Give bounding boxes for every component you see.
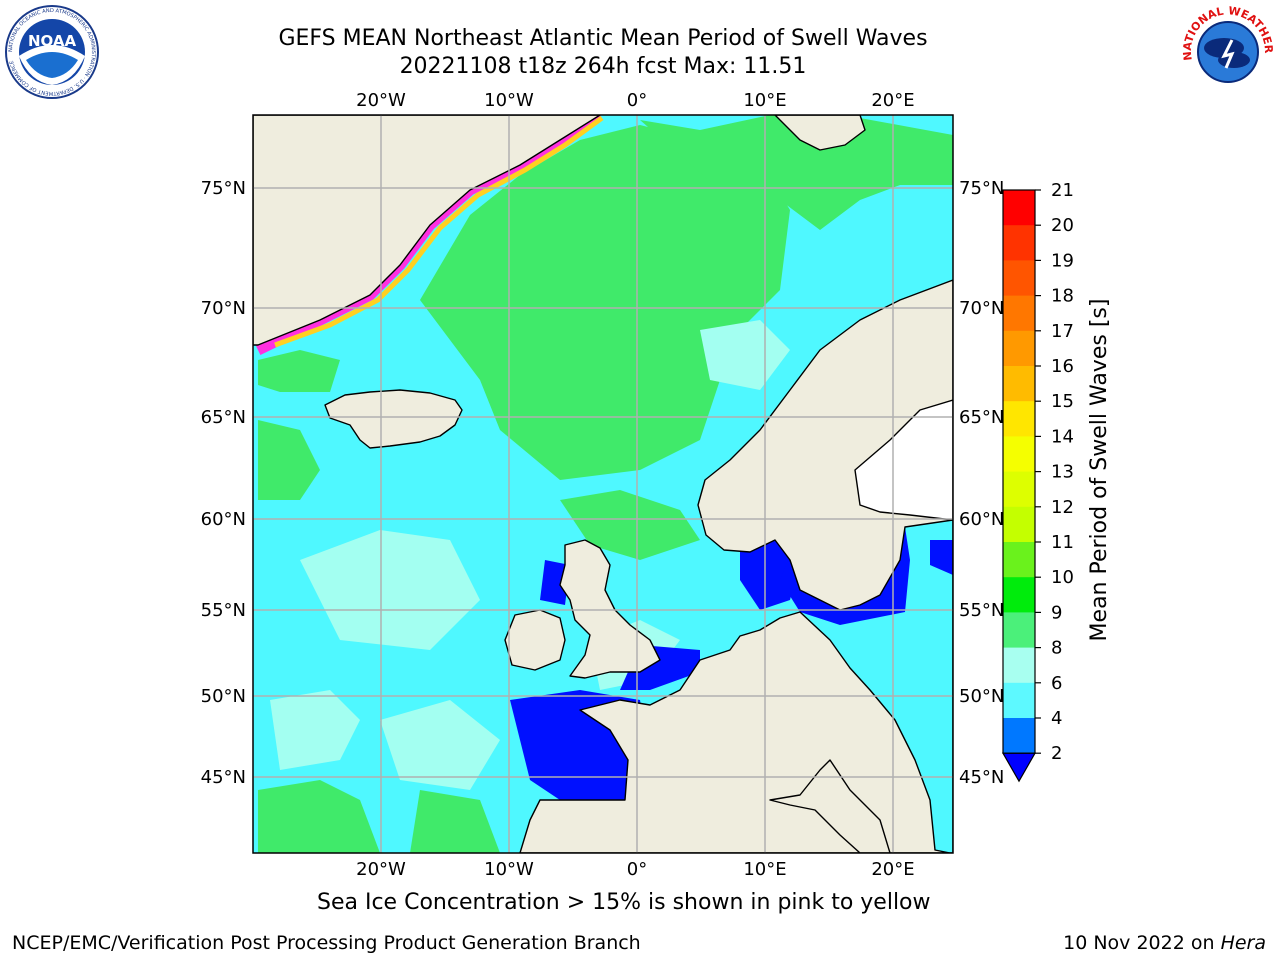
colorbar-tick-label: 11 <box>1051 532 1074 553</box>
colorbar-bin <box>1003 682 1035 719</box>
map-plot-area <box>253 115 953 853</box>
colorbar-tick-label: 8 <box>1051 638 1062 659</box>
svalbard-land <box>774 115 866 151</box>
map-frame <box>252 114 954 854</box>
colorbar-tick-label: 4 <box>1051 708 1062 729</box>
sea-ice-inner <box>274 115 604 348</box>
colorbar-tick-label: 12 <box>1051 497 1074 518</box>
colorbar-tick-label: 9 <box>1051 602 1062 623</box>
lat-label-right: 55°N <box>959 600 1004 621</box>
colorbar-bin <box>1003 190 1035 226</box>
chart-title: GEFS MEAN Northeast Atlantic Mean Period… <box>278 26 928 51</box>
colorbar-tick-label: 20 <box>1051 215 1074 236</box>
lat-label-left: 75°N <box>201 178 246 199</box>
baltic-blank <box>854 399 953 521</box>
lat-label-left: 70°N <box>201 298 246 319</box>
colorbar-bin <box>1003 506 1035 543</box>
lat-label-right: 65°N <box>959 407 1004 428</box>
lon-label-bottom: 20°E <box>871 859 914 880</box>
swell-green-regions <box>258 115 953 853</box>
greenland-land <box>253 115 601 346</box>
lat-label-left: 65°N <box>201 407 246 428</box>
lat-label-left: 45°N <box>201 767 246 788</box>
lat-label-right: 50°N <box>959 686 1004 707</box>
noaa-logo: NOAA NATIONAL OCEANIC AND ATMOSPHERIC AD… <box>5 5 99 99</box>
lat-label-right: 70°N <box>959 298 1004 319</box>
colorbar-bin <box>1003 542 1035 578</box>
norway-land <box>697 279 953 611</box>
colorbar-extend-arrow <box>1001 752 1037 783</box>
colorbar-tick-label: 2 <box>1051 743 1062 764</box>
colorbar-tick-label: 21 <box>1051 180 1074 201</box>
lon-label-bottom: 0° <box>627 859 647 880</box>
lat-label-right: 75°N <box>959 178 1004 199</box>
colorbar-bin <box>1003 436 1035 473</box>
italy-land <box>769 759 891 853</box>
lon-label-top: 10°W <box>484 90 534 111</box>
footer-host: Hera <box>1220 932 1266 954</box>
lon-label-top: 10°E <box>743 90 786 111</box>
colorbar-tick-label: 17 <box>1051 321 1074 342</box>
lon-label-top: 20°W <box>356 90 406 111</box>
lat-label-right: 60°N <box>959 509 1004 530</box>
footer-date-text: 10 Nov 2022 on <box>1063 932 1215 954</box>
colorbar-bin <box>1003 225 1035 261</box>
colorbar-tick-label: 15 <box>1051 391 1074 412</box>
lat-label-left: 60°N <box>201 509 246 530</box>
noaa-logo-text: NOAA <box>28 32 77 50</box>
iceland-land <box>324 389 463 449</box>
lat-label-left: 50°N <box>201 686 246 707</box>
lon-label-top: 0° <box>627 90 647 111</box>
ireland-land <box>504 609 566 671</box>
colorbar-bin <box>1003 401 1035 437</box>
colorbar-bin <box>1003 260 1035 297</box>
lon-label-top: 20°E <box>871 90 914 111</box>
great-britain-land <box>559 539 661 679</box>
colorbar-tick-label: 14 <box>1051 426 1074 447</box>
nws-logo: NATIONAL WEATHER SERVICE <box>1180 4 1275 98</box>
colorbar-bin <box>1003 718 1035 754</box>
colorbar-bin <box>1003 577 1035 613</box>
colorbar-tick-label: 18 <box>1051 286 1074 307</box>
colorbar-bin <box>1003 295 1035 332</box>
swell-light-regions <box>270 320 790 790</box>
colorbar: 21 20 19 18 17 16 15 14 13 12 11 10 9 8 6 4 2 <box>1001 180 1074 783</box>
colorbar-bin <box>1003 647 1035 684</box>
colorbar-bin <box>1003 471 1035 508</box>
chart-subtitle: 20221108 t18z 264h fcst Max: 11.51 <box>399 54 807 79</box>
colorbar-bin <box>1003 612 1035 649</box>
scandinavia-land <box>519 279 953 853</box>
colorbar-tick-label: 16 <box>1051 356 1074 377</box>
colorbar-tick-label: 6 <box>1051 673 1062 694</box>
colorbar-tick-label: 10 <box>1051 567 1074 588</box>
colorbar-label: Mean Period of Swell Waves [s] <box>1087 299 1112 642</box>
lon-label-bottom: 10°W <box>484 859 534 880</box>
colorbar-tick-label: 13 <box>1051 462 1074 483</box>
colorbar-tick-label: 19 <box>1051 250 1074 271</box>
sea-ice-caption: Sea Ice Concentration > 15% is shown in … <box>317 890 931 915</box>
lat-label-right: 45°N <box>959 767 1004 788</box>
footer-date: 10 Nov 2022 on Hera <box>1063 932 1266 954</box>
lon-label-bottom: 10°E <box>743 859 786 880</box>
colorbar-bin <box>1003 330 1035 367</box>
colorbar-bin <box>1003 366 1035 402</box>
lat-label-left: 55°N <box>201 600 246 621</box>
land-masses <box>253 115 953 853</box>
lon-label-bottom: 20°W <box>356 859 406 880</box>
footer-credit: NCEP/EMC/Verification Post Processing Pr… <box>12 932 641 954</box>
graticule <box>253 115 953 853</box>
axis-labels: 20°W 20°W 10°W 10°W 0° 0° 10°E 10°E 20°E 20°E 75°N… <box>201 90 1005 880</box>
